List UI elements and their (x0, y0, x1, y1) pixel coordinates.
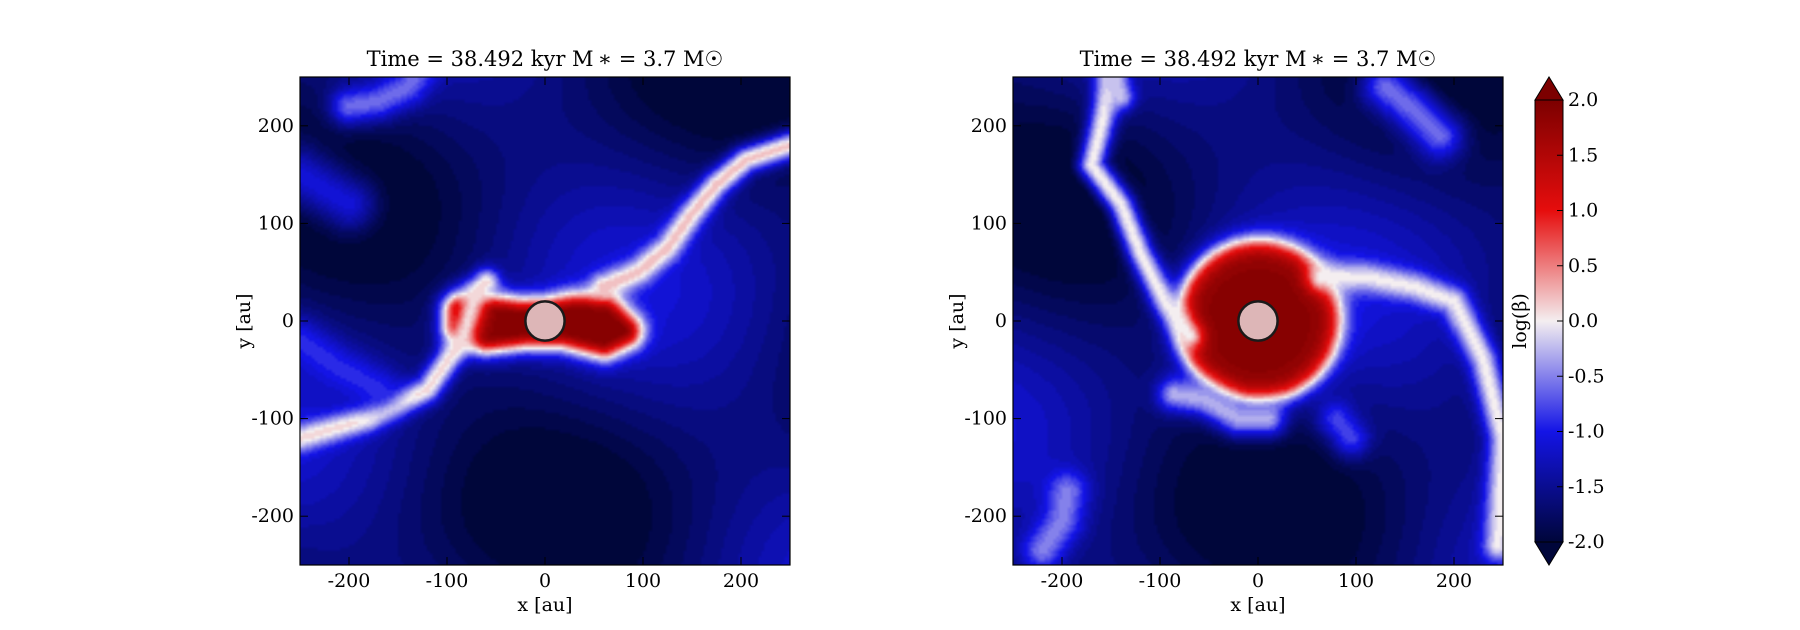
panel-left-ytick-label: -200 (251, 505, 294, 527)
panel-left-xtick-label: -100 (426, 570, 469, 592)
panel-left-xtick-label: 200 (723, 570, 759, 592)
colorbar-tick-label: 1.0 (1568, 200, 1598, 222)
colorbar-tick-label: -2.0 (1568, 531, 1605, 553)
panel-left-xtick-label: 100 (625, 570, 661, 592)
panel-right-star (1237, 300, 1279, 342)
panel-left-heatmap (300, 77, 790, 565)
panel-right-xtick-label: 200 (1436, 570, 1472, 592)
panel-left-ytick-label: -100 (251, 408, 294, 430)
panel-right-ytick-label: 100 (971, 212, 1007, 234)
colorbar-label: log(β) (1509, 293, 1531, 349)
panel-right-ticks: -200 -100 0 100 200 200 100 0 -100 -200 (964, 77, 1503, 592)
colorbar-tick-label: -1.0 (1568, 421, 1605, 443)
colorbar-tick-label: 1.5 (1568, 144, 1598, 166)
panel-left-star (524, 300, 566, 342)
panel-right-heatmap (1013, 77, 1503, 565)
panel-right-xtick-label: -100 (1139, 570, 1182, 592)
colorbar-tick-label: 0.0 (1568, 310, 1598, 332)
colorbar-ticks: 2.0 1.5 1.0 0.5 0.0 -0.5 -1.0 -1.5 -2.0 (1557, 89, 1605, 553)
panel-right-xlabel: x [au] (1230, 594, 1285, 616)
panel-left-ytick-label: 200 (258, 115, 294, 137)
colorbar-tick-label: 2.0 (1568, 89, 1598, 111)
panel-right-ylabel: y [au] (946, 293, 968, 349)
panel-left-xlabel: x [au] (517, 594, 572, 616)
panel-right-ytick-label: -100 (964, 408, 1007, 430)
colorbar-tick-label: 0.5 (1568, 255, 1598, 277)
panel-left-ylabel: y [au] (233, 293, 255, 349)
panel-left-title: Time = 38.492 kyr M ∗ = 3.7 M☉ (367, 47, 724, 71)
panel-right-xtick-label: 0 (1252, 570, 1264, 592)
panel-left-ytick-label: 100 (258, 212, 294, 234)
colorbar-tick-label: -1.5 (1568, 476, 1605, 498)
panel-right-xtick-label: -200 (1041, 570, 1084, 592)
panel-left-ticks: -200 -100 0 100 200 200 100 0 -100 -200 (251, 77, 790, 592)
panel-left-ytick-label: 0 (282, 310, 294, 332)
panel-right-title: Time = 38.492 kyr M ∗ = 3.7 M☉ (1080, 47, 1437, 71)
colorbar: 2.0 1.5 1.0 0.5 0.0 -0.5 -1.0 -1.5 -2.0 log(β) (1509, 76, 1605, 566)
panel-left: Time = 38.492 kyr M ∗ = 3.7 M☉ -200 -100 0… (233, 47, 791, 616)
colorbar-extend-bottom (1534, 541, 1564, 566)
panel-right-ytick-label: -200 (964, 505, 1007, 527)
colorbar-extend-top (1534, 76, 1564, 101)
panel-left-xtick-label: 0 (539, 570, 551, 592)
panel-right-ytick-label: 0 (995, 310, 1007, 332)
panel-right-ytick-label: 200 (971, 115, 1007, 137)
colorbar-tick-label: -0.5 (1568, 365, 1605, 387)
panel-right-xtick-label: 100 (1338, 570, 1374, 592)
panel-left-xtick-label: -200 (328, 570, 371, 592)
panel-right: Time = 38.492 kyr M ∗ = 3.7 M☉ -200 -100 0… (946, 47, 1504, 616)
